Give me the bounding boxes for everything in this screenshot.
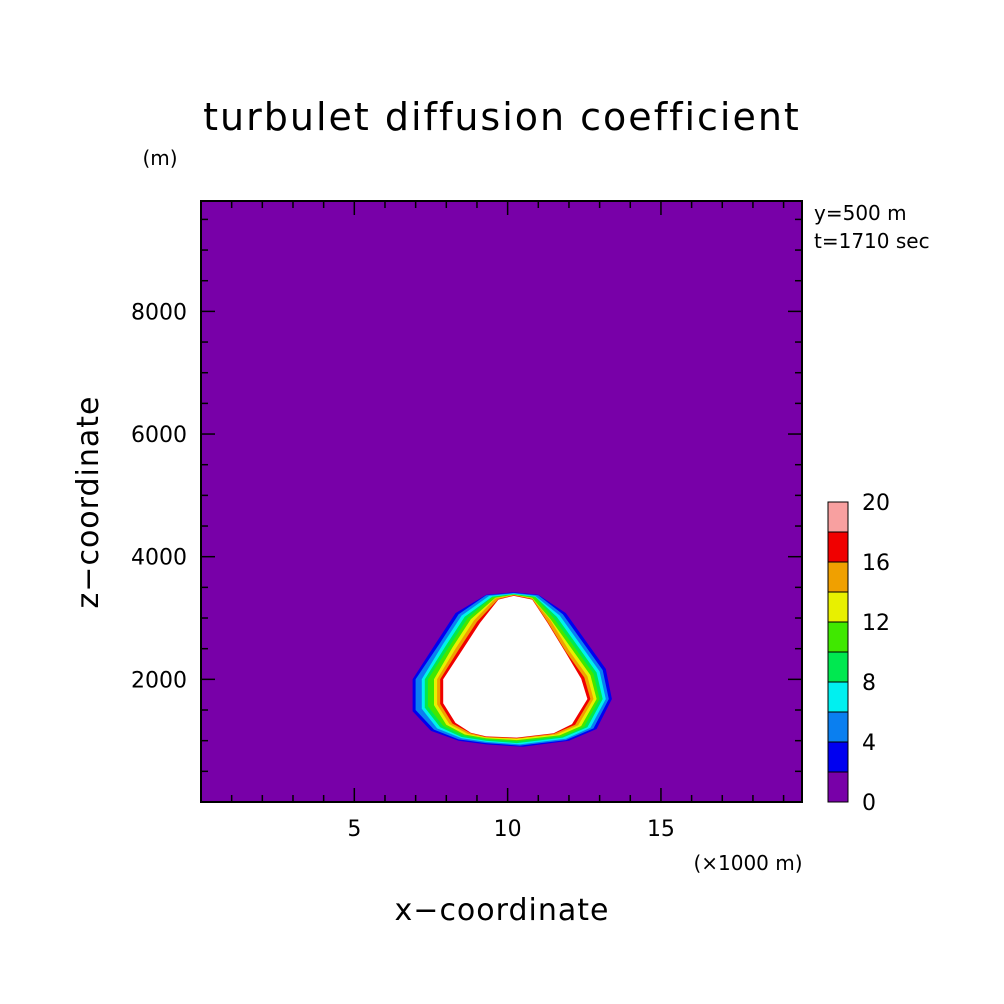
x-tick-label: 15 [647,817,675,842]
y-tick-label: 8000 [131,300,187,325]
y-axis-title: z−coordinate [71,396,106,609]
y-axis-unit: (m) [142,146,177,170]
y-tick-label: 4000 [131,546,187,571]
info-y-position: y=500 m [814,201,907,225]
colorbar-box [827,681,849,713]
colorbar: 0 4 8 12 16 20 [827,491,890,816]
colorbar-label: 8 [862,671,876,696]
x-tick-label: 10 [494,817,522,842]
plot-area [200,200,803,803]
colorbar-box [827,561,849,593]
colorbar-box [827,621,849,653]
colorbar-label: 0 [862,791,876,816]
contour-layer [412,592,612,747]
y-axis-ticks: 2000 4000 6000 8000 [131,300,187,693]
colorbar-box [827,771,849,803]
info-block: y=500 m t=1710 sec [814,201,930,253]
colorbar-box [827,711,849,743]
y-tick-label: 2000 [131,668,187,693]
colorbar-label: 4 [862,731,876,756]
colorbar-boxes [827,501,849,803]
colorbar-label: 16 [862,551,890,576]
plot-frame [200,200,803,803]
chart-title: turbulet diffusion coefficient [203,95,801,139]
colorbar-box [827,531,849,563]
y-tick-label: 6000 [131,423,187,448]
colorbar-labels: 0 4 8 12 16 20 [862,491,890,816]
colorbar-label: 20 [862,491,890,516]
colorbar-box [827,741,849,773]
info-time: t=1710 sec [814,229,930,253]
colorbar-box [827,591,849,623]
colorbar-box [827,501,849,533]
colorbar-box [827,651,849,683]
minor-ticks [201,201,802,802]
x-tick-label: 5 [347,817,361,842]
x-axis-unit: (×1000 m) [693,851,802,875]
contour-level-17 [443,595,588,738]
x-axis-title: x−coordinate [395,893,610,928]
colorbar-label: 12 [862,611,890,636]
x-axis-ticks: 5 10 15 [347,817,675,842]
